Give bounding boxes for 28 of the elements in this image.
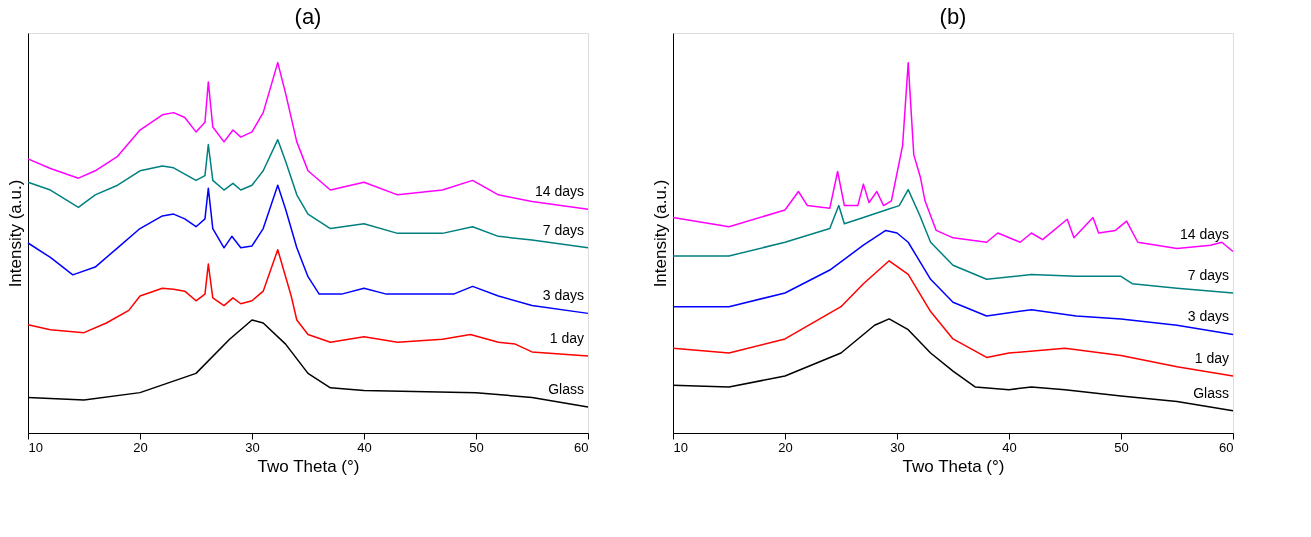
- chart-title: (b): [939, 4, 967, 29]
- y-axis-title: Intensity (a.u.): [650, 179, 670, 288]
- x-tick-label: 40: [357, 439, 372, 455]
- x-axis-title: Two Theta (°): [257, 456, 360, 476]
- series-label: 3 days: [542, 287, 584, 304]
- x-tick-label: 60: [1219, 439, 1234, 455]
- series-label: 7 days: [542, 221, 584, 238]
- x-tick-label: 40: [1002, 439, 1017, 455]
- x-tick-label: 50: [1114, 439, 1129, 455]
- series-label: 1 day: [1194, 349, 1229, 366]
- series-label: 14 days: [534, 183, 584, 200]
- x-axis-title: Two Theta (°): [902, 456, 1005, 476]
- x-tick-label: 50: [469, 439, 484, 455]
- series-label: Glass: [548, 381, 584, 398]
- x-tick-label: 10: [28, 439, 43, 455]
- x-tick-label: 30: [890, 439, 905, 455]
- x-tick-label: 20: [133, 439, 148, 455]
- x-tick-label: 10: [673, 439, 688, 455]
- series-label: 14 days: [1179, 225, 1229, 242]
- series-label: Glass: [1193, 384, 1229, 401]
- x-tick-label: 20: [778, 439, 793, 455]
- series-label: 7 days: [1187, 267, 1229, 283]
- y-axis-title: Intensity (a.u.): [5, 179, 25, 288]
- series-label: 1 day: [549, 329, 584, 346]
- series-label: 3 days: [1187, 308, 1229, 325]
- x-tick-label: 60: [574, 439, 589, 455]
- x-tick-label: 30: [245, 439, 260, 455]
- chart-title: (a): [294, 4, 322, 29]
